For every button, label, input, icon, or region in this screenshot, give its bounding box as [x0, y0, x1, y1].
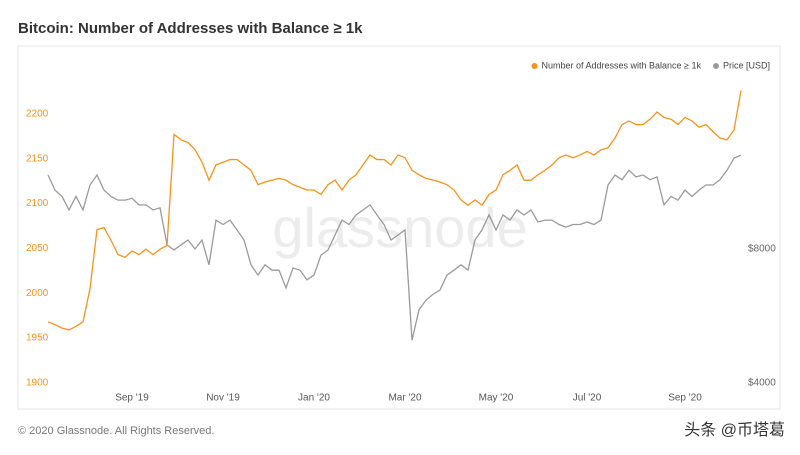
x-tick-label: Nov '19	[206, 393, 240, 404]
y-tick-label: 2000	[26, 288, 49, 299]
chart-title: Bitcoin: Number of Addresses with Balanc…	[18, 20, 363, 37]
x-tick-label: May '20	[479, 393, 514, 404]
y-tick-label: 2200	[26, 108, 49, 119]
x-tick-label: Jan '20	[298, 393, 330, 404]
x-tick-label: Mar '20	[388, 393, 421, 404]
x-tick-label: Sep '19	[115, 393, 149, 404]
y-tick-label: 1950	[26, 333, 49, 344]
y-tick-label: 2100	[26, 198, 49, 209]
footer: © 2020 Glassnode. All Rights Reserved.	[18, 425, 214, 437]
chart-frame	[17, 45, 781, 410]
y2-tick-label: $4000	[748, 378, 776, 389]
x-tick-label: Sep '20	[668, 393, 702, 404]
watermark: glassnode	[272, 196, 527, 259]
series-line	[47, 90, 742, 331]
y2-tick-label: $8000	[748, 244, 776, 255]
legend-label: Number of Addresses with Balance ≥ 1k	[541, 60, 701, 70]
legend-label: Price [USD]	[723, 60, 770, 70]
y-tick-label: 2150	[26, 153, 49, 164]
x-tick-label: Jul '20	[573, 393, 602, 404]
legend-marker	[712, 63, 719, 69]
y-tick-label: 2050	[26, 243, 49, 254]
series-line	[47, 154, 742, 341]
overlay-watermark: 头条 @币塔葛	[684, 421, 785, 439]
y-tick-label: 1900	[26, 377, 49, 388]
legend-marker	[531, 63, 538, 69]
